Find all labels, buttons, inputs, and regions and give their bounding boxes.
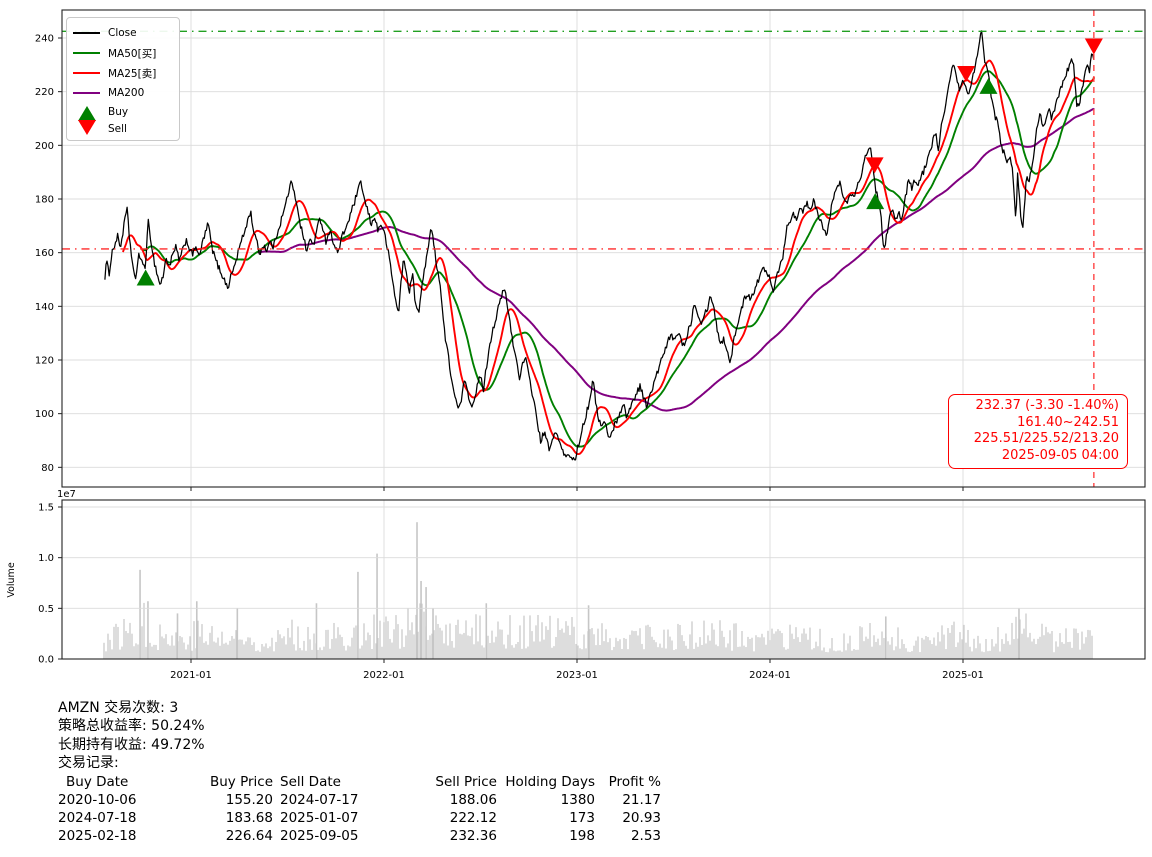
legend-item-close: Close	[73, 23, 173, 43]
svg-text:0.5: 0.5	[38, 604, 54, 615]
trade-cell: 2.53	[630, 828, 661, 845]
trade-cell: 188.06	[449, 792, 497, 809]
trade-table-header: Buy Date Buy Price Sell Date Sell Price Hold…	[58, 773, 661, 791]
axes-frames	[61, 9, 1146, 660]
ma200-line-swatch	[73, 92, 100, 94]
svg-text:2024-01: 2024-01	[749, 670, 791, 681]
volume-gridlines	[62, 506, 1145, 609]
svg-text:1e7: 1e7	[57, 489, 76, 500]
trade-cell: 183.68	[225, 810, 273, 827]
legend-label: Sell	[108, 122, 127, 135]
trade-cell: 2024-07-18	[58, 810, 137, 827]
trade-row: 2024-07-18 183.68 2025-01-07 222.12 173 20.93	[58, 809, 661, 827]
axis-ticks: 240 220 200 180 160 140 120 100 80 0.0 0.5 1.0 1.5 20…	[6, 34, 984, 682]
legend-item-sell: Sell	[73, 119, 173, 137]
trade-col-header: Buy Date	[66, 774, 129, 791]
trade-cell: 2025-01-07	[280, 810, 359, 827]
buy-marker	[979, 77, 998, 94]
trade-cell: 232.36	[449, 828, 497, 845]
sell-marker	[865, 157, 884, 174]
trade-cell: 2025-02-18	[58, 828, 137, 845]
trade-col-header: Profit %	[608, 774, 661, 791]
strategy-return-line: 策略总收益率: 50.24%	[58, 718, 205, 735]
ma-line	[257, 107, 1095, 412]
trade-cell: 2020-10-06	[58, 792, 137, 809]
svg-text:0.0: 0.0	[38, 655, 54, 666]
ma-line	[141, 70, 1095, 448]
trade-cell: 173	[569, 810, 595, 827]
svg-text:1.5: 1.5	[38, 503, 54, 514]
svg-text:140: 140	[35, 302, 54, 313]
trade-cell: 21.17	[622, 792, 661, 809]
svg-text:200: 200	[35, 141, 54, 152]
price-annotation-box: 232.37 (-3.30 -1.40%) 161.40~242.51 225.…	[948, 394, 1128, 469]
svg-text:1.0: 1.0	[38, 553, 54, 564]
sell-triangle-icon	[73, 119, 100, 135]
svg-text:160: 160	[35, 248, 54, 259]
svg-text:2023-01: 2023-01	[556, 670, 598, 681]
legend-item-ma25: MA25[卖]	[73, 63, 173, 83]
sell-marker	[1084, 38, 1103, 55]
svg-text:100: 100	[35, 409, 54, 420]
svg-text:2025-01: 2025-01	[942, 670, 984, 681]
trade-cell: 2025-09-05	[280, 828, 359, 845]
ma-line	[122, 59, 1095, 456]
trade-col-header: Sell Price	[435, 774, 497, 791]
trade-count-line: AMZN 交易次数: 3	[58, 700, 179, 716]
strategy-summary: AMZN 交易次数: 3 策略总收益率: 50.24% 长期持有收益: 49.7…	[58, 699, 661, 845]
legend-label: MA50[买]	[108, 47, 157, 60]
trade-records-table: Buy Date Buy Price Sell Date Sell Price Hold…	[58, 773, 661, 845]
trade-cell: 20.93	[622, 810, 661, 827]
ma50-line-swatch	[73, 52, 100, 54]
hold-return-line: 长期持有收益: 49.72%	[58, 736, 205, 753]
sell-marker	[957, 65, 976, 82]
legend-item-buy: Buy	[73, 103, 173, 121]
trade-table-body: 2020-10-06 155.20 2024-07-17 188.06 1380 21.1…	[58, 791, 661, 845]
chart-legend: Close MA50[买] MA25[卖] MA200 Buy Sell	[66, 17, 180, 141]
trade-records-label: 交易记录:	[58, 754, 119, 771]
stock-chart-svg: 240 220 200 180 160 140 120 100 80 0.0 0.5 1.0 1.5 20…	[6, 9, 1146, 682]
legend-label: Close	[108, 27, 137, 39]
svg-text:220: 220	[35, 87, 54, 98]
svg-text:80: 80	[41, 463, 54, 474]
annotation-datetime: 2025-09-05 04:00	[1001, 447, 1119, 463]
ma25-line-swatch	[73, 72, 100, 74]
trade-cell: 198	[569, 828, 595, 845]
trade-row: 2020-10-06 155.20 2024-07-17 188.06 1380 21.1…	[58, 791, 661, 809]
buy-triangle-icon	[73, 105, 100, 121]
trade-cell: 155.20	[225, 792, 273, 809]
svg-text:120: 120	[35, 355, 54, 366]
trade-cell: 226.64	[225, 828, 273, 845]
svg-text:2021-01: 2021-01	[170, 670, 212, 681]
legend-label: MA200	[108, 87, 145, 99]
volume-axis-label: Volume	[6, 562, 17, 597]
legend-item-ma50: MA50[买]	[73, 43, 173, 63]
legend-item-ma200: MA200	[73, 83, 173, 103]
trade-cell: 2024-07-17	[280, 792, 359, 809]
svg-text:2022-01: 2022-01	[363, 670, 405, 681]
trade-col-header: Sell Date	[280, 774, 341, 791]
buy-marker	[136, 269, 155, 286]
stock-chart: 240 220 200 180 160 140 120 100 80 0.0 0.5 1.0 1.5 20…	[6, 9, 1146, 682]
gridlines	[62, 10, 1145, 659]
trade-row: 2025-02-18 226.64 2025-09-05 232.36 198 2.53	[58, 827, 661, 845]
close-line	[104, 30, 1095, 461]
svg-text:180: 180	[35, 194, 54, 205]
legend-label: MA25[卖]	[108, 67, 157, 80]
trade-markers	[136, 38, 1103, 286]
volume-bars	[103, 522, 1093, 659]
annotation-ma-values: 225.51/225.52/213.20	[973, 431, 1119, 446]
trade-col-header: Buy Price	[209, 774, 273, 791]
annotation-price-change: 232.37 (-3.30 -1.40%)	[975, 398, 1119, 413]
close-line-swatch	[73, 32, 100, 34]
price-lines	[104, 30, 1095, 461]
trade-cell: 1380	[560, 792, 595, 809]
buy-marker	[866, 193, 885, 210]
trade-col-header: Holding Days	[505, 774, 595, 791]
trade-cell: 222.12	[449, 810, 497, 827]
svg-text:240: 240	[35, 34, 54, 45]
legend-label: Buy	[108, 105, 129, 118]
annotation-range: 161.40~242.51	[1017, 414, 1119, 430]
